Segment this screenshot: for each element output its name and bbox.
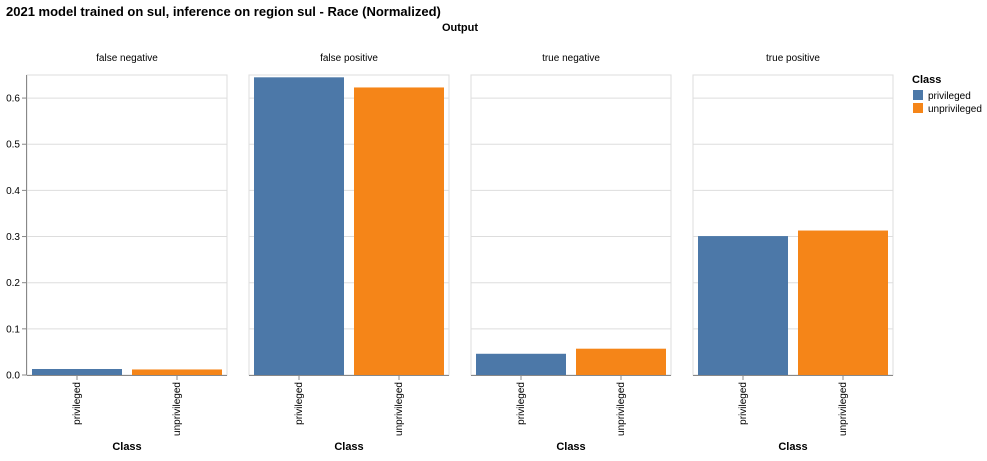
y-tick-label: 0.3	[6, 232, 20, 243]
facet-label: false negative	[96, 53, 158, 64]
facet-label: true positive	[766, 53, 820, 64]
facet-panels: false negative privileged unprivileged Clas…	[6, 53, 894, 453]
x-axis-title: Class	[112, 441, 141, 453]
y-tick-label: 0.4	[6, 186, 20, 197]
facet-label: true negative	[542, 53, 600, 64]
bar	[354, 87, 444, 375]
x-tick-label: unprivileged	[616, 382, 627, 436]
facet-label: false positive	[320, 53, 378, 64]
panel-frame	[26, 74, 228, 376]
x-axis-title: Class	[334, 441, 363, 453]
x-tick-label: privileged	[294, 382, 305, 425]
bar	[798, 230, 888, 375]
facet-panel: true negative privileged unprivileged Class	[470, 53, 672, 453]
bar	[254, 77, 344, 376]
y-tick-label: 0.2	[6, 278, 20, 289]
x-axis-title: Class	[556, 441, 585, 453]
y-tick-label: 0.5	[6, 140, 20, 151]
bar	[32, 369, 122, 375]
x-tick-label: unprivileged	[172, 382, 183, 436]
y-tick-label: 0.1	[6, 324, 20, 335]
chart-title: 2021 model trained on sul, inference on …	[6, 4, 441, 19]
legend: Class privileged unprivileged	[912, 74, 982, 115]
x-tick-label: privileged	[516, 382, 527, 425]
facet-header-title: Output	[442, 22, 478, 34]
bar	[698, 236, 788, 375]
panel-frame	[470, 74, 672, 376]
legend-title: Class	[912, 74, 941, 86]
bar	[476, 353, 566, 375]
facet-panel: false negative privileged unprivileged Clas…	[6, 53, 228, 453]
bar	[132, 369, 222, 375]
x-axis-title: Class	[778, 441, 807, 453]
x-tick-label: privileged	[738, 382, 749, 425]
y-tick-label: 0.6	[6, 94, 20, 105]
legend-swatch	[913, 103, 923, 113]
facet-panel: false positive privileged unprivileged Clas…	[248, 53, 450, 453]
x-tick-label: unprivileged	[838, 382, 849, 436]
x-tick-label: privileged	[72, 382, 83, 425]
legend-label: unprivileged	[928, 104, 982, 115]
x-tick-label: unprivileged	[394, 382, 405, 436]
y-tick-label: 0.0	[6, 371, 20, 382]
bar	[576, 348, 666, 375]
facet-panel: true positive privileged unprivileged Class	[692, 53, 894, 453]
legend-swatch	[913, 90, 923, 100]
legend-label: privileged	[928, 91, 971, 102]
